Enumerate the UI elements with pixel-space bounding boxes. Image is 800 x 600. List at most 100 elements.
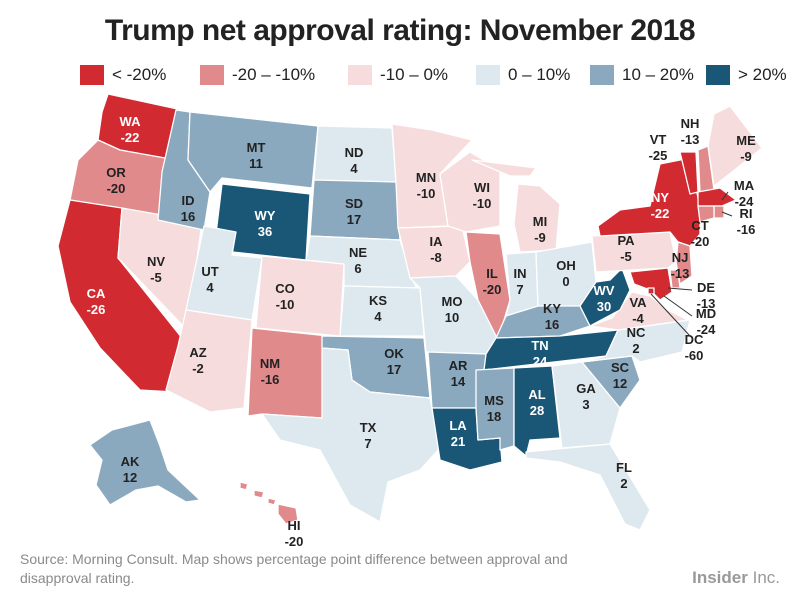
state-value-pa: -5 [620,249,632,264]
legend-label: 10 – 20% [622,65,694,84]
state-value-ct: -20 [691,234,710,249]
state-value-ny: -22 [651,206,670,221]
svg-text:ND4: ND 4 [345,145,364,176]
state-abbr-ct: CT [691,218,708,233]
state-me[interactable] [707,105,763,187]
legend-swatch [706,65,730,85]
state-abbr-wi: WI [474,180,490,195]
state-value-la: 21 [451,434,465,449]
state-ct[interactable] [697,205,715,223]
state-ma[interactable] [697,187,737,207]
state-abbr-nv: NV [147,254,165,269]
state-tx[interactable] [261,347,441,523]
svg-text:MI-9: MI -9 [533,214,547,245]
state-hi[interactable] [239,481,299,525]
svg-text:WA-22: WA -22 [120,114,142,145]
state-value-ok: 17 [387,362,401,377]
state-abbr-ny: NY [651,190,669,205]
state-value-nm: -16 [261,372,280,387]
state-abbr-ar: AR [449,358,468,373]
state-abbr-tn: TN [531,338,548,353]
state-value-sc: 12 [613,376,627,391]
state-nj[interactable] [675,241,693,285]
state-value-wa: -22 [121,130,140,145]
state-value-oh: 0 [562,274,569,289]
state-wv[interactable] [579,267,631,327]
state-abbr-ut: UT [201,264,218,279]
state-abbr-az: AZ [189,345,206,360]
svg-text:NY-22: NY -22 [651,190,670,221]
state-md[interactable] [629,267,673,301]
state-value-vt: -25 [649,148,668,163]
svg-text:GA3: GA 3 [576,381,596,412]
state-abbr-al: AL [528,387,545,402]
state-labels: WA -22 OR -20 CA -26 NV -5 ID 16 MT 11 WY 36 UT… [87,114,756,548]
state-abbr-ca: CA [87,286,106,301]
state-value-ri: -16 [737,222,756,237]
state-abbr-nm: NM [260,356,280,371]
svg-text:DE-13: DE -13 [697,280,716,311]
brand-name: Insider [692,568,748,587]
state-de[interactable] [669,269,681,289]
svg-text:AZ-2: AZ -2 [189,345,206,376]
state-value-dc: -60 [685,348,704,363]
state-abbr-wa: WA [120,114,142,129]
leader-lines [650,191,733,337]
state-fl[interactable] [525,443,651,531]
map-title: Trump net approval rating: November 2018 [104,14,696,47]
state-abbr-ky: KY [543,301,561,316]
svg-text:PA-5: PA -5 [617,233,635,264]
legend-swatch [590,65,614,85]
state-abbr-ri: RI [740,206,753,221]
state-value-tn: 24 [533,354,548,369]
svg-text:NV-5: NV -5 [147,254,165,285]
legend-item: 10 – 20% [590,64,694,86]
state-ga[interactable] [551,361,621,449]
svg-text:NH-13: NH -13 [681,116,700,147]
state-co[interactable] [255,255,345,337]
state-abbr-tx: TX [360,420,377,435]
state-value-or: -20 [107,181,126,196]
legend-item: > 20% [706,64,787,86]
svg-text:UT4: UT 4 [201,264,218,295]
state-abbr-oh: OH [556,258,576,273]
state-abbr-nh: NH [681,116,700,131]
svg-text:ME-9: ME -9 [736,133,756,164]
state-abbr-ok: OK [384,346,404,361]
state-abbr-or: OR [106,165,126,180]
state-abbr-co: CO [275,281,295,296]
state-value-va: -4 [632,311,644,326]
state-abbr-ks: KS [369,293,387,308]
state-abbr-wy: WY [255,208,276,223]
state-abbr-mt: MT [247,140,266,155]
svg-text:MN-10: MN -10 [416,170,436,201]
state-ak[interactable] [89,419,201,506]
state-wi[interactable] [439,151,501,233]
state-value-mo: 10 [445,310,459,325]
state-value-hi: -20 [285,534,304,548]
state-abbr-nd: ND [345,145,364,160]
state-value-wy: 36 [258,224,272,239]
state-value-il: -20 [483,282,502,297]
state-az[interactable] [165,309,253,413]
svg-text:MD-24: MD -24 [696,306,716,337]
state-value-ak: 12 [123,470,137,485]
svg-text:VA-4: VA -4 [629,295,647,326]
state-dc[interactable] [647,287,655,295]
state-value-tx: 7 [364,436,371,451]
state-value-fl: 2 [620,476,627,491]
state-abbr-ma: MA [734,178,755,193]
state-value-ga: 3 [582,397,589,412]
state-value-wi: -10 [473,196,492,211]
state-value-md: -24 [697,322,717,337]
legend-swatch [348,65,372,85]
state-value-mt: 11 [249,156,263,171]
